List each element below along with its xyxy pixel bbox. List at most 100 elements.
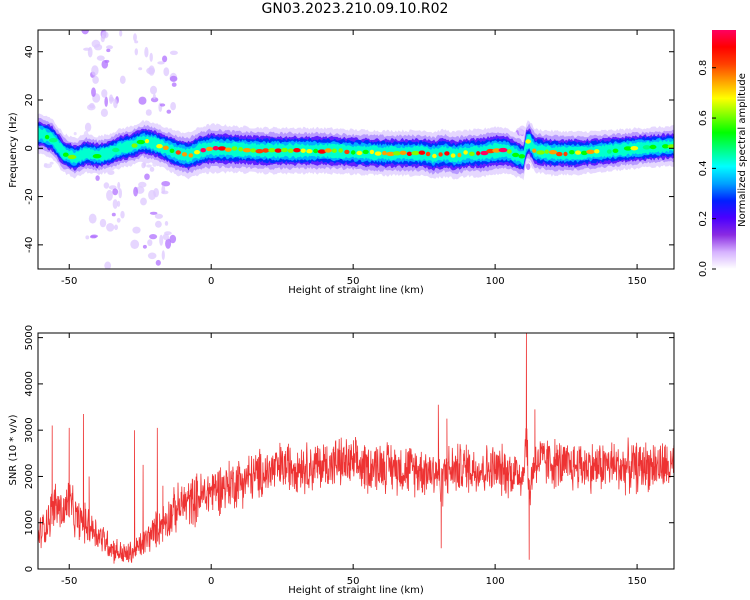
spectrogram-hotspot: [642, 145, 651, 150]
spectrogram-hotspot: [306, 149, 313, 154]
spectrogram-hotspot: [212, 146, 219, 151]
spectrogram-spur-blob: [163, 67, 170, 77]
spectrogram-y-tick-label: 0: [24, 145, 35, 151]
spectrogram-spur-blob: [150, 97, 159, 103]
spectrogram-hotspot: [662, 144, 669, 149]
spectrogram-spur-blob: [165, 238, 172, 249]
spectrogram-spur-blob: [84, 122, 92, 132]
spectrogram-spur-blob: [101, 89, 108, 98]
spectrogram-spur-blob: [92, 75, 99, 84]
spectrogram-hotspot: [667, 144, 674, 149]
snr-series-line: [38, 333, 674, 564]
snr-x-tick-label: 150: [628, 576, 647, 587]
spectrogram-hotspot: [362, 149, 369, 155]
snr-panel: -50 0 50 100 150 0 1000 2000 3000 4000 5000 Heigh…: [8, 325, 675, 596]
spectrogram-hotspot: [386, 151, 395, 157]
spectrogram-hotspot: [194, 150, 200, 155]
spectrogram-y-tick-label: 20: [24, 94, 35, 107]
spectrogram-spur-blob: [91, 65, 99, 76]
spectrogram-spur-blob: [148, 189, 156, 201]
spectrogram-hotspot: [268, 148, 276, 153]
spectrogram-spur-blob: [81, 30, 90, 35]
spectrogram-spur-blob: [100, 108, 108, 118]
snr-y-tick-label: 4000: [24, 371, 35, 396]
spectrogram-hotspot: [575, 150, 581, 155]
spectrogram-spur-blob: [103, 182, 110, 189]
spectrogram-hotspot: [162, 145, 169, 150]
spectrogram-spur-blob: [104, 59, 110, 63]
spectrogram-hotspot: [300, 148, 306, 153]
snr-frame: [37, 332, 675, 570]
spectrogram-spur-blob: [114, 224, 118, 231]
spectrogram-hotspot: [498, 147, 508, 153]
spectrogram-spur-blob: [116, 217, 121, 223]
spectrogram-x-axis: -50 0 50 100 150: [61, 30, 647, 287]
spectrogram-spur-blob: [140, 197, 147, 206]
spectrogram-spur-blob: [150, 85, 157, 95]
spectrogram-hotspot: [606, 149, 612, 154]
spectrogram-hotspot: [399, 150, 407, 155]
spectrogram-spur-blob: [85, 235, 90, 240]
spectrogram-spur-blob: [113, 98, 118, 109]
spectrogram-hotspot: [181, 152, 188, 157]
spectrogram-hotspot: [44, 134, 50, 140]
snr-x-axis: -50 0 50 100 150: [61, 333, 647, 587]
spectrogram-spur-blob: [154, 213, 163, 219]
spectrogram-spur-blob: [132, 226, 141, 234]
spectrogram-spur-blob: [166, 109, 172, 114]
spectrogram-hotspot: [200, 148, 206, 153]
spectrogram-hotspot: [532, 148, 537, 153]
spectrogram-hotspot: [468, 151, 475, 156]
colorbar-tick-label: 0.4: [698, 160, 709, 176]
colorbar-tick-label: 0.8: [698, 60, 709, 76]
spectrogram-hotspot: [581, 150, 588, 156]
spectrogram-spur-blob: [117, 200, 121, 207]
spectrogram-spur-blob: [120, 210, 125, 219]
spectrogram-hotspot: [586, 149, 595, 154]
spectrogram-spur-blob: [159, 103, 166, 107]
spectrogram-x-tick-label: 0: [208, 276, 214, 287]
spectrogram-hotspot: [262, 148, 270, 153]
spectrogram-hotspot: [293, 148, 301, 153]
spectrogram-spur-blob: [169, 234, 177, 244]
spectrogram-hotspot: [463, 150, 468, 155]
spectrogram-x-tick-label: -50: [61, 276, 77, 287]
spectrogram-spur-blob: [162, 233, 170, 241]
spectrogram-x-axis-label: Height of straight line (km): [288, 285, 424, 296]
spectrogram-hotspot: [480, 150, 489, 156]
spectrogram-spur-blob: [88, 213, 97, 224]
spectrogram-hotspot: [250, 148, 257, 153]
spectrogram-spur-blob: [169, 75, 178, 82]
spectrogram-hotspot: [67, 154, 77, 160]
spectrogram-noise-blob: [146, 164, 152, 168]
spectrogram-hotspot: [144, 138, 150, 144]
spectrogram-hotspot: [175, 150, 181, 155]
spectrogram-hotspot: [112, 147, 120, 153]
spectrogram-spur-blob: [161, 181, 171, 187]
spectrogram-noise-blob: [43, 163, 53, 169]
spectrogram-spur-blob: [162, 55, 168, 63]
spectrogram-heatmap: [38, 30, 674, 269]
spectrogram-spur-blob: [119, 30, 123, 37]
colorbar: 0.0 0.2 0.4 0.6 0.8 Normalized spectral ampl…: [698, 30, 748, 277]
spectrogram-hotspot: [313, 148, 319, 154]
spectrogram-hotspot: [169, 148, 175, 153]
colorbar-tick-label: 0.6: [698, 110, 709, 126]
spectrogram-spur-blob: [130, 239, 140, 249]
spectrogram-hotspot: [612, 148, 619, 153]
spectrogram-spur-blob: [90, 234, 98, 238]
spectrogram-hotspot: [242, 148, 252, 153]
spectrogram-hotspot: [418, 150, 426, 155]
spectrogram-spur-blob: [112, 188, 119, 196]
snr-y-axis: 0 1000 2000 3000 4000 5000: [24, 325, 674, 572]
spectrogram-spur-blob: [109, 94, 114, 104]
spectrogram-noise-blob: [49, 161, 54, 165]
spectrogram-hotspot: [317, 149, 327, 154]
snr-y-tick-label: 3000: [24, 417, 35, 442]
spectrogram-spur-blob: [138, 181, 147, 188]
spectrogram-spur-blob: [99, 218, 107, 228]
spectrogram-hotspot: [432, 153, 437, 159]
spectrogram-hotspot: [425, 151, 431, 157]
spectrogram-hotspot: [136, 139, 145, 145]
